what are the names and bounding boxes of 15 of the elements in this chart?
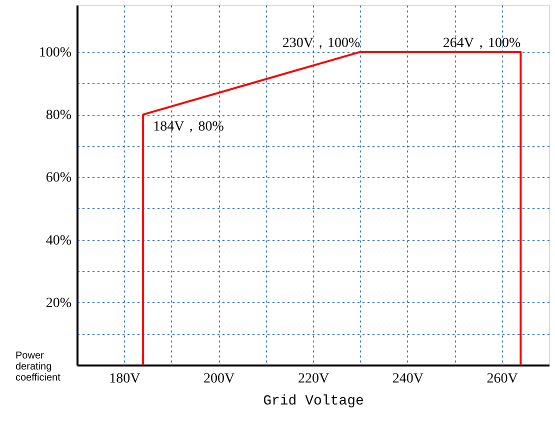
x-tick-label: 240V [392,372,424,386]
x-tick-label: 180V [109,372,140,386]
y-tick-label: 40% [46,233,72,248]
annotation: 184V，80% [153,120,224,135]
x-axis-title: Grid Voltage [263,394,364,410]
y-tick-label: 60% [46,170,72,186]
annotation: 264V，100% [442,36,522,51]
annotation: 230V，100% [282,36,361,51]
y-axis-title: Power derating coefficient [16,350,61,384]
y-tick-label: 100% [38,45,72,60]
x-tick-label: 220V [298,372,330,386]
y-tick-label: 20% [46,296,72,311]
x-tick-label: 260V [486,372,518,386]
y-tick-label: 80% [46,108,72,124]
x-tick-label: 200V [204,372,235,386]
